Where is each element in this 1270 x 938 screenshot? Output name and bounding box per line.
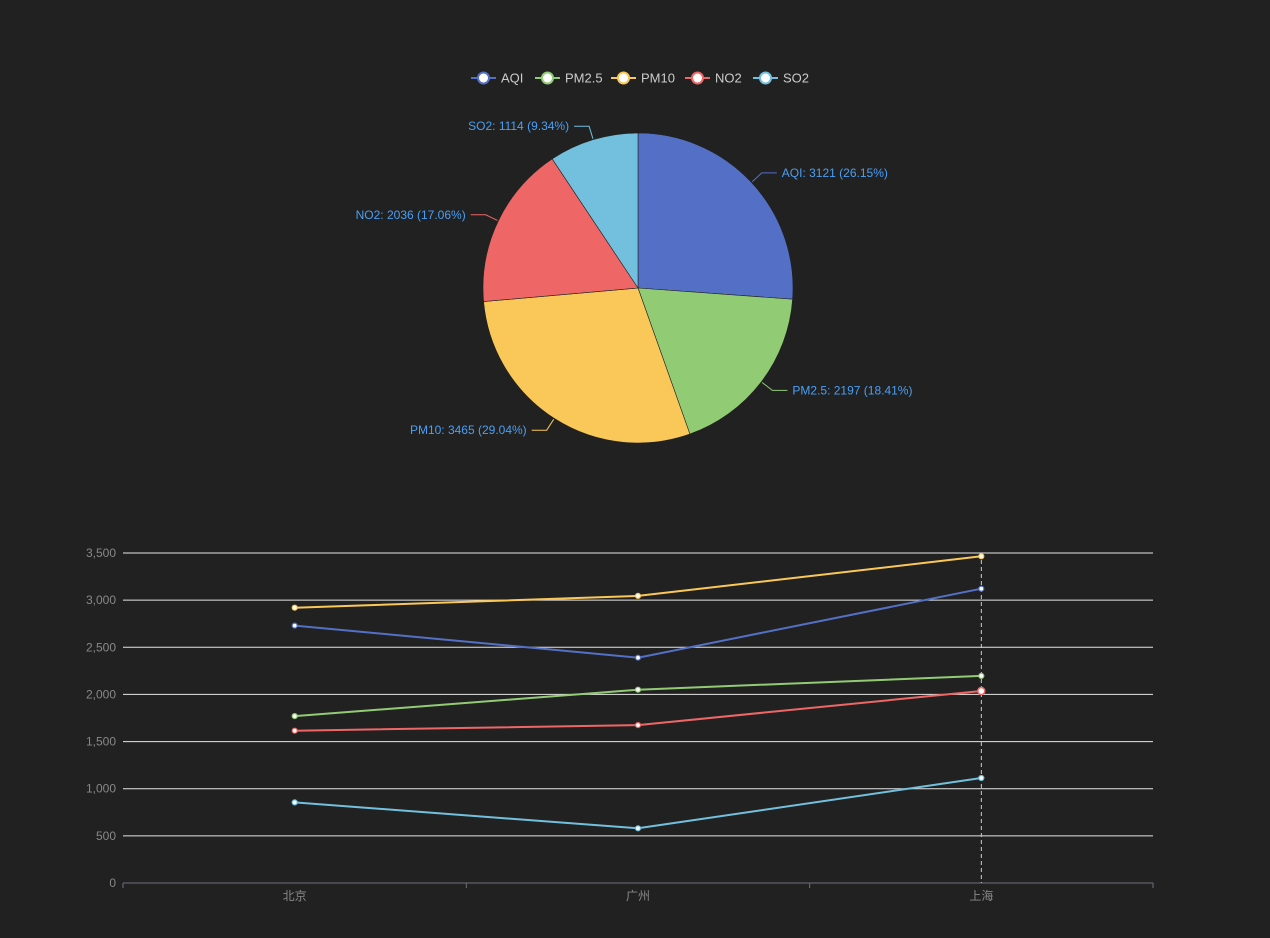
data-point-no2[interactable] — [291, 727, 298, 734]
x-tick-label: 上海 — [969, 888, 993, 903]
legend-item-pm25[interactable]: PM2.5 — [535, 71, 603, 86]
pie-label-line — [761, 382, 788, 391]
data-point-pm25[interactable] — [291, 712, 298, 720]
legend-circle-icon — [759, 71, 772, 85]
data-point-no2[interactable] — [977, 686, 986, 696]
legend-label: SO2 — [783, 71, 809, 86]
legend: AQI PM2.5 PM10 NO2 SO2 — [471, 71, 809, 86]
series-no2 — [291, 686, 986, 734]
legend-circle-icon — [477, 71, 490, 85]
pie-label-aqi: AQI: 3121 (26.15%) — [782, 166, 888, 180]
y-tick-label: 2,000 — [86, 687, 116, 701]
series-pm25 — [291, 672, 985, 720]
data-point-so2[interactable] — [978, 774, 985, 782]
pie-slice-pm25[interactable] — [637, 287, 793, 435]
pie-label-line — [470, 214, 498, 221]
pie-slice-no2[interactable] — [482, 158, 639, 302]
pie-label-no2: NO2: 2036 (17.06%) — [356, 208, 466, 222]
legend-circle-icon — [617, 71, 630, 85]
data-point-aqi[interactable] — [634, 654, 642, 661]
series-line-pm25[interactable] — [294, 674, 982, 718]
data-point-aqi[interactable] — [291, 622, 298, 629]
x-tick-label: 北京 — [283, 889, 307, 903]
pie-label-line — [574, 125, 594, 139]
pie-slice-so2[interactable] — [551, 132, 639, 289]
y-tick-label: 500 — [96, 829, 116, 843]
pie-label-so2: SO2: 1114 (9.34%) — [468, 119, 569, 133]
y-tick-label: 1,500 — [86, 735, 116, 749]
legend-label: PM2.5 — [565, 71, 603, 86]
data-point-no2[interactable] — [634, 721, 642, 729]
data-point-pm25[interactable] — [978, 672, 985, 680]
y-tick-label: 3,000 — [86, 593, 116, 607]
data-point-pm10[interactable] — [634, 592, 642, 600]
pie-slice-pm10[interactable] — [483, 287, 691, 444]
x-tick-label: 广州 — [626, 889, 650, 903]
y-tick-label: 3,500 — [86, 546, 116, 560]
series-so2 — [291, 774, 985, 832]
legend-label: NO2 — [715, 71, 742, 86]
series-line-so2[interactable] — [294, 777, 982, 830]
series-aqi — [291, 585, 985, 661]
legend-item-aqi[interactable]: AQI — [471, 71, 523, 86]
data-point-so2[interactable] — [634, 825, 642, 832]
legend-item-so2[interactable]: SO2 — [753, 71, 809, 86]
legend-item-no2[interactable]: NO2 — [685, 71, 742, 86]
series-pm10 — [291, 553, 985, 611]
legend-circle-icon — [541, 71, 554, 85]
data-point-pm10[interactable] — [291, 604, 298, 611]
data-point-so2[interactable] — [291, 799, 298, 806]
legend-item-pm10[interactable]: PM10 — [611, 71, 675, 86]
pie-label-line — [531, 419, 555, 431]
pie-label-pm25: PM2.5: 2197 (18.41%) — [792, 383, 912, 397]
data-point-pm10[interactable] — [978, 553, 985, 560]
pie-slice-aqi[interactable] — [637, 132, 794, 300]
pie-chart: AQI: 3121 (26.15%) PM2.5: 2197 (18.41%) PM… — [356, 119, 912, 444]
data-point-aqi[interactable] — [978, 585, 985, 592]
pie-label-pm10: PM10: 3465 (29.04%) — [410, 423, 527, 437]
pie-label-line — [751, 172, 777, 183]
y-tick-label: 1,000 — [86, 782, 116, 796]
legend-circle-icon — [691, 71, 704, 85]
y-tick-label: 0 — [109, 876, 116, 890]
y-tick-label: 2,500 — [86, 640, 116, 654]
legend-label: AQI — [501, 71, 523, 86]
line-chart: 0 500 1,000 1,500 2,000 2,500 3,000 3,500 北京 广州 上海 — [86, 546, 1154, 903]
data-point-pm25[interactable] — [634, 686, 642, 693]
legend-label: PM10 — [641, 71, 675, 86]
